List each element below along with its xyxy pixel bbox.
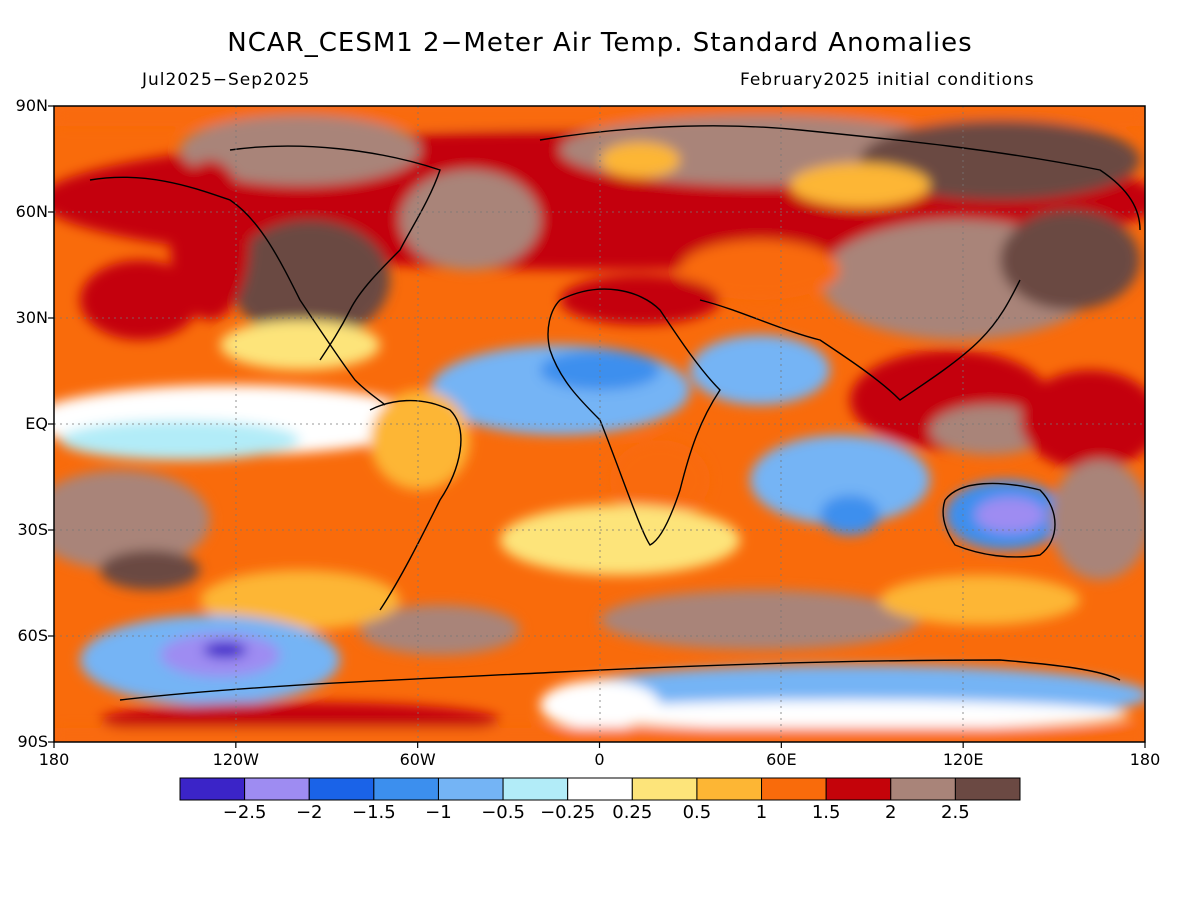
map-title: NCAR_CESM1 2−Meter Air Temp. Standard An… [227, 28, 973, 58]
latitude-label: EQ [25, 414, 48, 433]
colorbar-label: 1 [755, 802, 768, 823]
colorbar-label: 2.5 [941, 802, 970, 823]
colorbar-swatch [825, 777, 892, 801]
colorbar-label: −2.5 [222, 802, 267, 823]
colorbar-label: −0.5 [481, 802, 525, 823]
colorbar-label: −1.5 [351, 802, 396, 823]
colorbar [179, 777, 1021, 801]
coastlines [89, 125, 1141, 701]
colorbar-swatch [761, 777, 827, 801]
initial-conditions: February2025 initial conditions [740, 70, 1035, 90]
longitude-label: 180 [1129, 750, 1161, 769]
longitude-label: 180 [38, 750, 70, 769]
colorbar-swatch [244, 777, 310, 801]
axis-ticks [48, 105, 1146, 748]
latitude-label: 60S [17, 626, 48, 645]
colorbar-swatch [954, 777, 1021, 801]
colorbar-swatch [631, 777, 698, 801]
colorbar-label: −2 [295, 802, 323, 823]
longitude-label: 120E [942, 750, 984, 769]
graticule [54, 106, 1145, 742]
colorbar-swatch [308, 777, 375, 801]
longitude-label: 60W [399, 750, 436, 769]
colorbar-label: 0.25 [612, 802, 653, 823]
colorbar-swatch [373, 777, 439, 801]
colorbar-swatch [890, 777, 956, 801]
latitude-label: 90S [17, 732, 48, 751]
colorbar-label: −1 [425, 802, 452, 823]
longitude-label: 0 [594, 750, 605, 769]
latitude-label: 60N [15, 202, 48, 221]
colorbar-swatch [437, 777, 504, 801]
longitude-label: 120W [212, 750, 259, 769]
longitude-label: 60E [766, 750, 797, 769]
colorbar-label: 2 [885, 802, 897, 823]
latitude-label: 30S [17, 520, 48, 539]
latitude-label: 30N [15, 308, 48, 327]
colorbar-swatch [567, 777, 633, 801]
colorbar-swatch [696, 777, 763, 801]
colorbar-label: 0.5 [682, 802, 712, 823]
latitude-label: 90N [15, 96, 48, 115]
anomaly-field [54, 106, 1145, 742]
colorbar-label: 1.5 [811, 802, 841, 823]
colorbar-swatch [502, 777, 569, 801]
colorbar-swatch [179, 777, 246, 801]
forecast-period: Jul2025−Sep2025 [142, 70, 311, 90]
colorbar-label: −0.25 [540, 802, 596, 823]
